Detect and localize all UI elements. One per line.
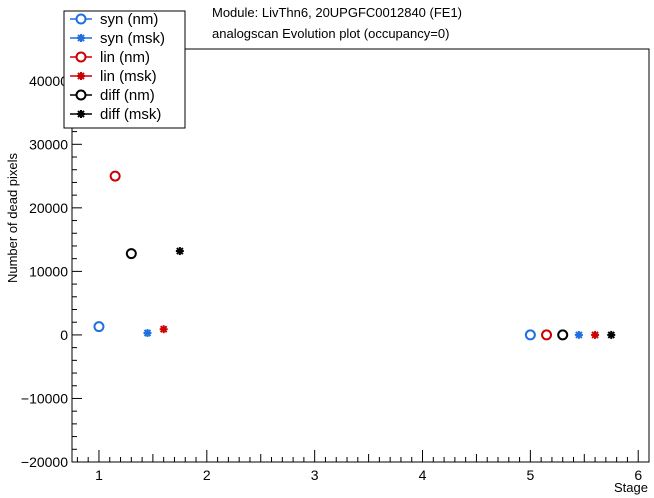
y-axis: −20000 −10000 0 10000 20000 30000 40000	[21, 54, 82, 470]
star-core	[78, 35, 84, 41]
legend-label: lin (msk)	[100, 68, 157, 85]
star-core	[592, 332, 598, 338]
legend-marker-open-circle	[75, 51, 87, 63]
data-point-star	[591, 330, 600, 339]
legend-marker-star	[77, 72, 85, 80]
data-point-star	[175, 247, 184, 256]
legend-marker-open-circle	[75, 13, 87, 25]
legend-label: lin (nm)	[100, 49, 150, 66]
legend-label: diff (msk)	[100, 106, 161, 123]
x-tick-label: 1	[95, 467, 103, 483]
star-core	[161, 327, 166, 332]
chart-title-line-2: analogscan Evolution plot (occupancy=0)	[212, 26, 449, 41]
x-tick-label: 6	[634, 467, 642, 483]
plot-frame	[71, 48, 650, 463]
y-tick-label: −10000	[21, 390, 68, 406]
y-tick-label: 0	[60, 327, 68, 343]
data-point-star	[607, 330, 616, 339]
data-point-open-circle	[93, 321, 105, 333]
legend-label: syn (nm)	[100, 11, 158, 28]
y-tick-label: 20000	[29, 200, 68, 216]
y-tick-label: 40000	[29, 73, 68, 89]
x-tick-label: 3	[311, 467, 319, 483]
y-tick-label: −20000	[21, 454, 68, 470]
legend-marker-star	[77, 34, 85, 42]
x-axis-label: Stage	[614, 480, 648, 495]
x-tick-label: 2	[203, 467, 211, 483]
x-tick-label: 4	[419, 467, 427, 483]
legend-marker-star	[77, 110, 85, 118]
data-point-open-circle	[541, 329, 553, 341]
star-core	[145, 330, 150, 336]
star-core	[78, 73, 84, 79]
data-point-star	[159, 325, 168, 334]
x-tick-label: 5	[526, 467, 534, 483]
data-point-star	[574, 330, 583, 339]
legend-marker-open-circle	[75, 89, 87, 101]
legend: syn (nm) syn (msk) lin (nm) lin (msk) diff (…	[63, 10, 186, 129]
data-points	[93, 170, 616, 341]
legend-label: diff (nm)	[100, 87, 155, 104]
y-tick-label: 10000	[29, 263, 68, 279]
chart-title-line-1: Module: LivThn6, 20UPGFC0012840 (FE1)	[212, 5, 462, 20]
legend-label: syn (msk)	[100, 30, 165, 47]
data-point-open-circle	[109, 170, 121, 182]
y-axis-label: Number of dead pixels	[5, 152, 20, 283]
star-core	[609, 332, 614, 338]
x-axis: 1 2 3 4 5 6	[76, 450, 650, 483]
star-core	[576, 332, 582, 338]
data-point-open-circle	[524, 329, 536, 341]
legend-box	[63, 10, 186, 129]
y-tick-label: 30000	[29, 136, 68, 152]
data-point-open-circle	[125, 248, 137, 260]
data-point-open-circle	[557, 329, 569, 341]
data-point-star	[143, 329, 152, 338]
star-core	[78, 111, 84, 117]
star-core	[177, 248, 183, 254]
